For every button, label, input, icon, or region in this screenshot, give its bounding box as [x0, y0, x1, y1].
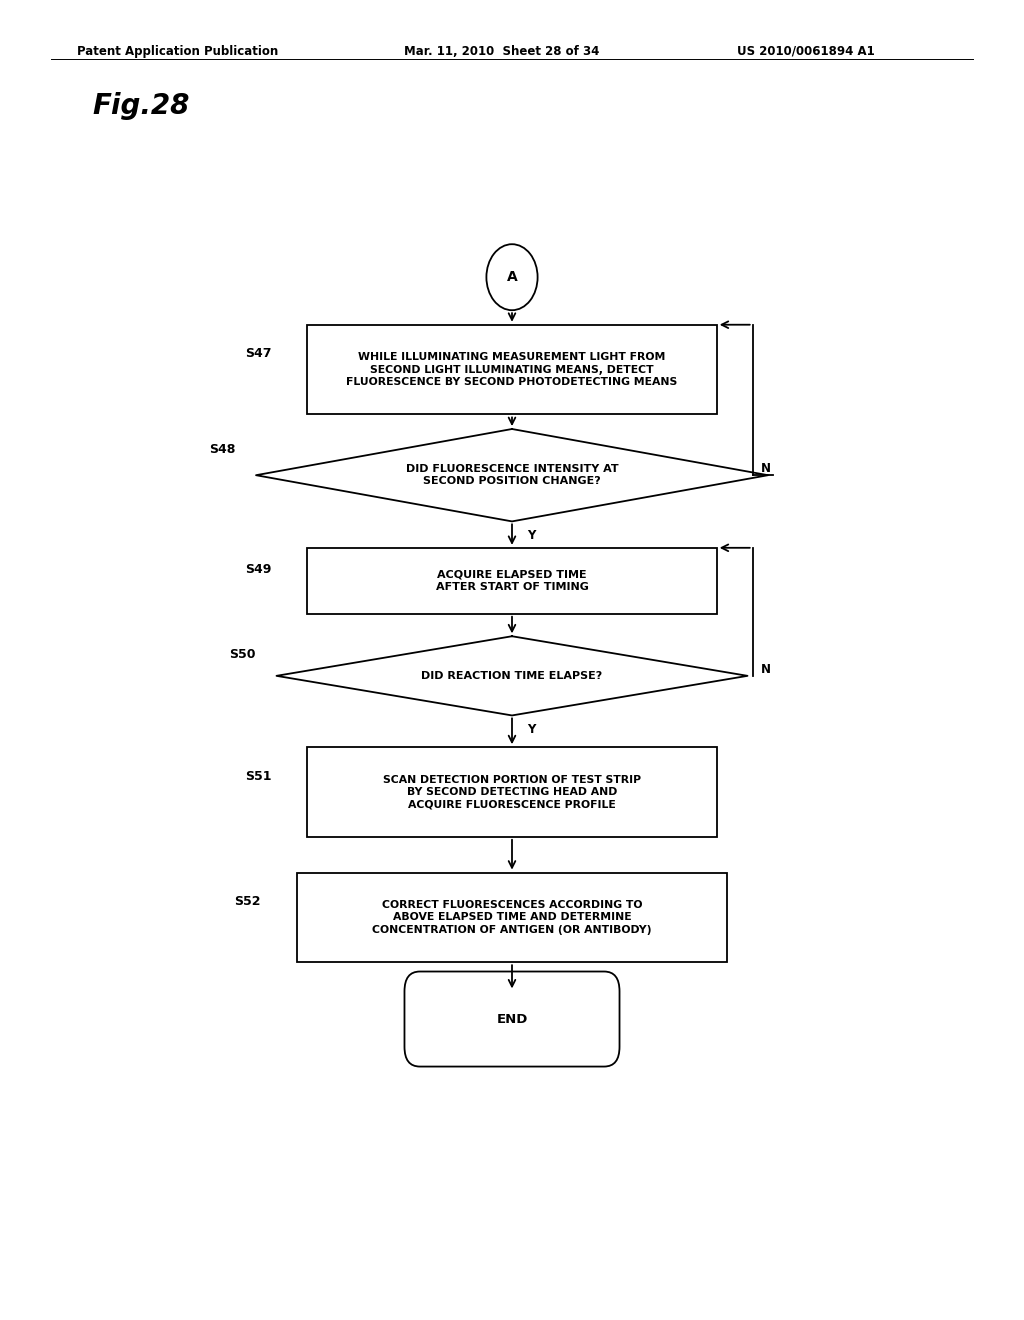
Text: Y: Y	[527, 723, 536, 737]
Text: END: END	[497, 1012, 527, 1026]
Text: US 2010/0061894 A1: US 2010/0061894 A1	[737, 45, 876, 58]
Polygon shape	[256, 429, 768, 521]
Text: S52: S52	[234, 895, 261, 908]
FancyBboxPatch shape	[307, 325, 717, 414]
Text: S50: S50	[229, 648, 256, 660]
Text: Patent Application Publication: Patent Application Publication	[77, 45, 279, 58]
FancyBboxPatch shape	[307, 747, 717, 837]
Text: WHILE ILLUMINATING MEASUREMENT LIGHT FROM
SECOND LIGHT ILLUMINATING MEANS, DETEC: WHILE ILLUMINATING MEASUREMENT LIGHT FRO…	[346, 352, 678, 387]
Text: Y: Y	[527, 529, 536, 543]
Text: N: N	[761, 663, 771, 676]
Text: SCAN DETECTION PORTION OF TEST STRIP
BY SECOND DETECTING HEAD AND
ACQUIRE FLUORE: SCAN DETECTION PORTION OF TEST STRIP BY …	[383, 775, 641, 809]
FancyBboxPatch shape	[297, 873, 727, 962]
Circle shape	[486, 244, 538, 310]
Text: S48: S48	[209, 444, 236, 457]
Text: S47: S47	[245, 347, 271, 360]
FancyBboxPatch shape	[404, 972, 620, 1067]
Text: Fig.28: Fig.28	[92, 92, 189, 120]
Text: ACQUIRE ELAPSED TIME
AFTER START OF TIMING: ACQUIRE ELAPSED TIME AFTER START OF TIMI…	[435, 570, 589, 591]
FancyBboxPatch shape	[307, 548, 717, 614]
Text: DID REACTION TIME ELAPSE?: DID REACTION TIME ELAPSE?	[421, 671, 603, 681]
Text: A: A	[507, 271, 517, 284]
Text: DID FLUORESCENCE INTENSITY AT
SECOND POSITION CHANGE?: DID FLUORESCENCE INTENSITY AT SECOND POS…	[406, 465, 618, 486]
Text: CORRECT FLUORESCENCES ACCORDING TO
ABOVE ELAPSED TIME AND DETERMINE
CONCENTRATIO: CORRECT FLUORESCENCES ACCORDING TO ABOVE…	[373, 900, 651, 935]
Text: S51: S51	[245, 770, 271, 783]
Text: N: N	[761, 462, 771, 475]
Text: Mar. 11, 2010  Sheet 28 of 34: Mar. 11, 2010 Sheet 28 of 34	[404, 45, 600, 58]
Polygon shape	[276, 636, 748, 715]
Text: S49: S49	[245, 562, 271, 576]
